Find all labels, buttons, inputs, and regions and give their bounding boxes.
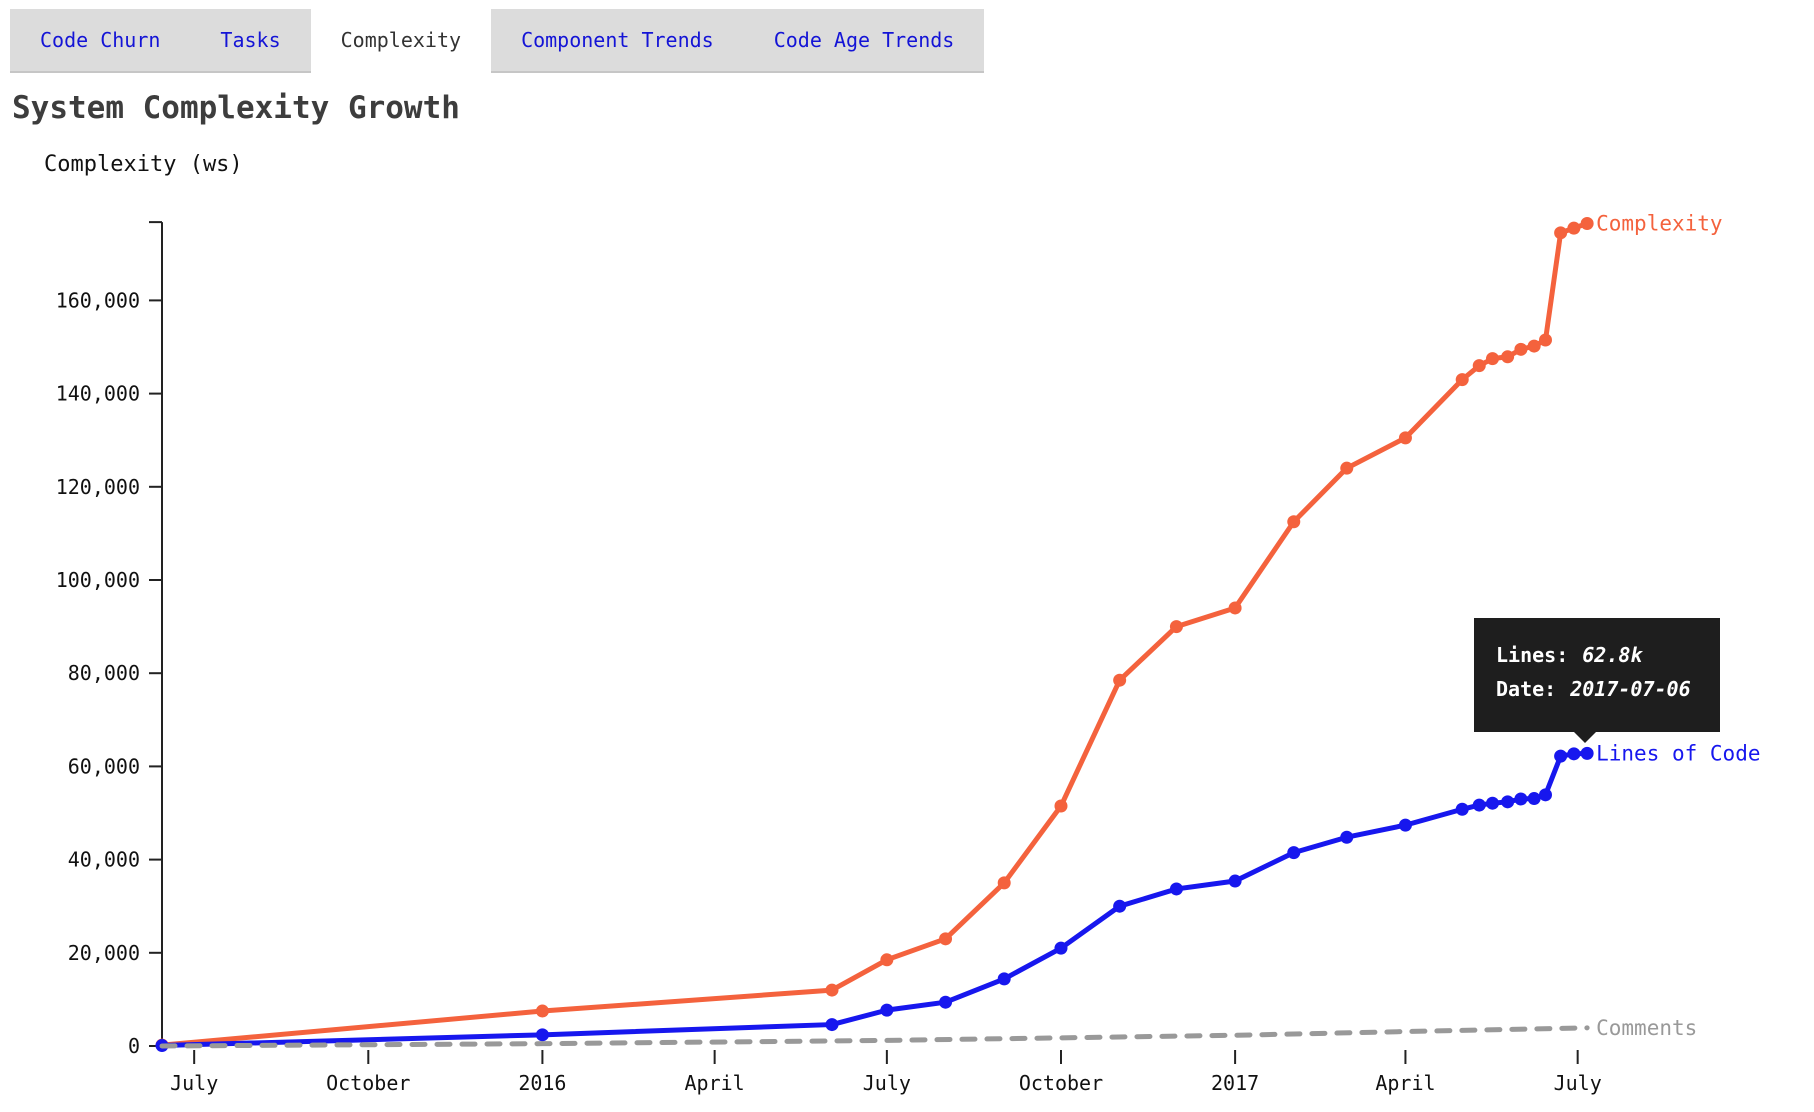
data-point-complexity[interactable] (1169, 620, 1183, 634)
y-tick-label: 100,000 (56, 568, 140, 592)
x-tick-label: July (863, 1071, 911, 1095)
data-point-complexity[interactable] (1501, 350, 1515, 364)
data-point-complexity[interactable] (1228, 601, 1242, 615)
y-tick-label: 40,000 (68, 848, 140, 872)
data-point-lines-of-code[interactable] (1527, 792, 1541, 806)
x-tick-label: July (1554, 1071, 1602, 1095)
page-title: System Complexity Growth (12, 90, 460, 126)
tooltip-value: 62.8k (1582, 643, 1643, 667)
data-point-complexity[interactable] (1580, 217, 1594, 231)
data-point-lines-of-code[interactable] (1228, 874, 1242, 888)
x-tick-label: July (170, 1071, 218, 1095)
data-point-complexity[interactable] (1054, 799, 1068, 813)
series-line-complexity (159, 221, 1590, 1048)
data-point-complexity[interactable] (535, 1004, 549, 1018)
tooltip-value: 2017-07-06 (1570, 677, 1691, 701)
data-point-complexity[interactable] (1567, 221, 1581, 235)
data-point-complexity[interactable] (1472, 359, 1486, 373)
data-point-complexity[interactable] (1113, 673, 1127, 687)
data-point-complexity[interactable] (825, 983, 839, 997)
y-tick-label: 160,000 (56, 288, 140, 312)
series-label-comments: Comments (1596, 1016, 1697, 1040)
tab-complexity[interactable]: Complexity (310, 9, 492, 73)
data-point-lines-of-code[interactable] (1538, 788, 1552, 802)
data-point-lines-of-code[interactable] (1398, 818, 1412, 832)
y-tick-label: 60,000 (68, 754, 140, 778)
y-tick-label: 0 (128, 1034, 140, 1058)
series-line-lines-of-code (159, 750, 1590, 1049)
data-point-complexity[interactable] (1287, 515, 1301, 529)
data-point-lines-of-code[interactable] (1567, 747, 1581, 761)
tab-code-age-trends[interactable]: Code Age Trends (743, 9, 985, 73)
tab-component-trends[interactable]: Component Trends (491, 9, 744, 73)
data-point-complexity[interactable] (880, 953, 894, 967)
data-point-complexity[interactable] (997, 876, 1011, 890)
data-point-complexity[interactable] (1538, 333, 1552, 347)
data-point-lines-of-code[interactable] (1485, 796, 1499, 810)
tooltip-label: Lines: (1496, 643, 1569, 667)
data-point-lines-of-code[interactable] (997, 972, 1011, 986)
tooltip: Lines: 62.8k Date: 2017-07-06 (1474, 618, 1720, 743)
x-tick-label: 2016 (518, 1071, 566, 1095)
data-point-lines-of-code[interactable] (1501, 795, 1515, 809)
data-point-complexity[interactable] (939, 932, 953, 946)
tab-tasks[interactable]: Tasks (190, 9, 311, 73)
data-point-complexity[interactable] (1340, 461, 1354, 475)
data-point-complexity[interactable] (1514, 342, 1528, 356)
data-point-lines-of-code[interactable] (1054, 941, 1068, 955)
x-tick-label: October (1019, 1071, 1103, 1095)
data-point-lines-of-code[interactable] (1472, 798, 1486, 812)
data-point-complexity[interactable] (1455, 373, 1469, 387)
x-tick-label: April (1375, 1071, 1435, 1095)
data-point-lines-of-code[interactable] (939, 995, 953, 1009)
tab-code-churn[interactable]: Code Churn (10, 9, 191, 73)
data-point-lines-of-code[interactable] (1580, 746, 1594, 760)
tooltip-label: Date: (1496, 677, 1557, 701)
data-point-complexity[interactable] (1485, 352, 1499, 366)
data-point-lines-of-code[interactable] (880, 1003, 894, 1017)
tooltip-row-lines: Lines: 62.8k (1496, 638, 1698, 672)
data-point-lines-of-code[interactable] (1340, 830, 1354, 844)
y-tick-label: 120,000 (56, 475, 140, 499)
data-point-lines-of-code[interactable] (1113, 899, 1127, 913)
data-point-lines-of-code[interactable] (1514, 792, 1528, 806)
series-line-comments (159, 1025, 1590, 1049)
tooltip-row-date: Date: 2017-07-06 (1496, 672, 1698, 706)
data-point-complexity[interactable] (1554, 226, 1568, 240)
y-tick-label: 140,000 (56, 382, 140, 406)
data-point-complexity[interactable] (1527, 339, 1541, 353)
y-tick-label: 20,000 (68, 941, 140, 965)
series-label-lines-of-code: Lines of Code (1596, 741, 1760, 765)
series-label-complexity: Complexity (1596, 212, 1722, 236)
data-point-complexity[interactable] (1398, 431, 1412, 445)
y-tick-label: 80,000 (68, 661, 140, 685)
data-point-lines-of-code[interactable] (825, 1018, 839, 1032)
data-point-lines-of-code[interactable] (1287, 846, 1301, 860)
data-point-lines-of-code[interactable] (1455, 802, 1469, 816)
data-point-lines-of-code[interactable] (1554, 749, 1568, 763)
y-axis-title: Complexity (ws) (44, 152, 243, 177)
tab-bar: Code Churn Tasks Complexity Component Trend… (10, 9, 985, 73)
x-tick-label: October (326, 1071, 410, 1095)
data-point-lines-of-code[interactable] (535, 1028, 549, 1042)
x-tick-label: April (685, 1071, 745, 1095)
x-tick-label: 2017 (1211, 1071, 1259, 1095)
data-point-lines-of-code[interactable] (1169, 882, 1183, 896)
